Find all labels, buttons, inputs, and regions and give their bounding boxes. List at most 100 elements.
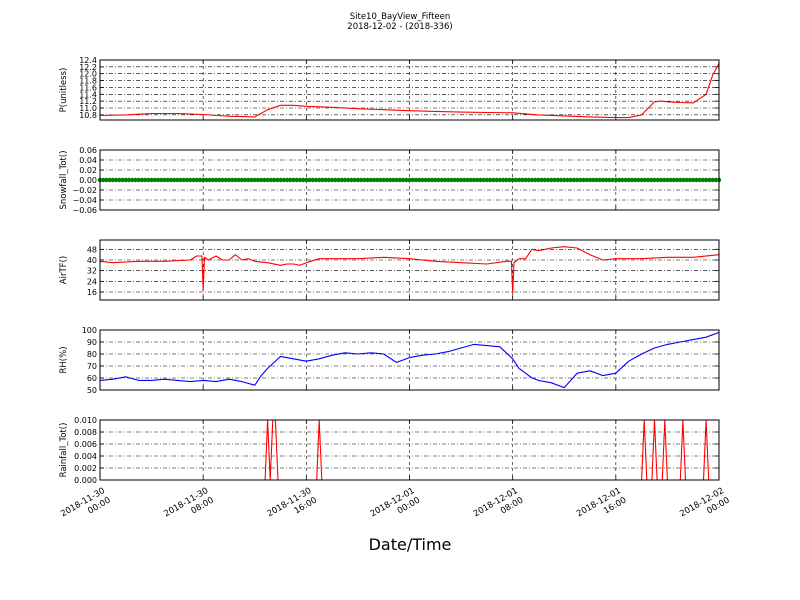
data-point xyxy=(136,177,141,183)
data-point xyxy=(494,177,499,183)
data-point xyxy=(255,177,261,183)
data-point xyxy=(516,177,522,183)
data-point xyxy=(362,177,367,183)
data-point xyxy=(429,177,435,183)
data-point xyxy=(684,177,689,183)
data-point xyxy=(217,177,222,183)
data-point xyxy=(703,177,709,183)
data-point xyxy=(104,177,109,183)
data-point xyxy=(236,177,241,183)
data-point xyxy=(416,177,422,183)
data-point xyxy=(110,177,116,183)
data-point xyxy=(365,177,370,183)
data-point xyxy=(262,177,267,183)
data-point xyxy=(107,177,112,183)
data-point xyxy=(658,177,664,183)
data-point xyxy=(536,177,541,183)
data-point xyxy=(378,177,383,183)
subplot-1: 12.412.212.011.811.611.411.211.010.8 P(un… xyxy=(59,56,720,121)
series-line xyxy=(99,63,720,119)
figure-title-line1: Site10_BayView_Fifteen xyxy=(350,12,451,22)
data-point xyxy=(587,177,593,183)
data-point xyxy=(171,177,177,183)
data-point xyxy=(691,177,696,183)
data-point xyxy=(568,177,573,183)
y-tick-label: 11.6 xyxy=(79,83,97,92)
y-tick-label: 11.4 xyxy=(79,90,97,99)
data-point xyxy=(710,177,715,183)
data-point xyxy=(223,177,228,183)
data-point xyxy=(313,177,319,183)
y-tick-label: 12.4 xyxy=(79,56,97,65)
data-point xyxy=(491,177,496,183)
y-axis-label: P(unitless) xyxy=(59,68,69,113)
y-tick-label: 12.2 xyxy=(79,63,97,72)
data-point xyxy=(375,177,380,183)
data-point xyxy=(458,177,464,183)
y-tick-label: 11.8 xyxy=(79,77,97,86)
data-point xyxy=(239,177,245,183)
data-point xyxy=(381,177,386,183)
data-point xyxy=(358,177,364,183)
data-point xyxy=(629,177,635,183)
data-point xyxy=(220,177,225,183)
data-point xyxy=(101,177,106,183)
data-point xyxy=(294,177,299,183)
data-point xyxy=(165,177,170,183)
data-point xyxy=(652,177,657,183)
y-tick-label: −0.06 xyxy=(72,206,97,215)
y-tick-label: 0.008 xyxy=(74,428,97,437)
subplot-2: 0.060.040.020.00−0.02−0.04−0.06Snowfall_… xyxy=(59,146,722,215)
data-point xyxy=(191,177,196,183)
data-point xyxy=(687,177,693,183)
data-point xyxy=(545,177,551,183)
subplot-4: 100 90 80 70 60 50 RH(%) xyxy=(59,326,720,395)
data-point xyxy=(694,177,699,183)
data-point xyxy=(626,177,631,183)
data-point xyxy=(665,177,670,183)
data-point xyxy=(504,177,509,183)
data-point xyxy=(481,177,486,183)
data-point xyxy=(433,177,438,183)
data-point xyxy=(591,177,596,183)
y-tick-label: 16 xyxy=(87,288,97,297)
data-point xyxy=(607,177,612,183)
data-point xyxy=(558,177,564,183)
data-point xyxy=(707,177,712,183)
data-point xyxy=(320,177,325,183)
data-point xyxy=(552,177,557,183)
data-point xyxy=(342,177,348,183)
data-point xyxy=(284,177,290,183)
y-tick-label: 48 xyxy=(87,245,97,254)
data-point xyxy=(642,177,648,183)
y-tick-label: 0.010 xyxy=(74,416,97,425)
data-point xyxy=(197,177,203,183)
data-point xyxy=(410,177,415,183)
data-point xyxy=(265,177,270,183)
data-point xyxy=(529,177,535,183)
x-axis-label: Date/Time xyxy=(369,535,452,554)
y-tick-label: 90 xyxy=(87,338,97,347)
data-point xyxy=(336,177,341,183)
data-point xyxy=(384,177,390,183)
data-point xyxy=(597,177,602,183)
data-point xyxy=(200,177,206,183)
data-point xyxy=(475,177,480,183)
data-point xyxy=(678,177,683,183)
data-point xyxy=(304,177,309,183)
data-point xyxy=(645,177,651,183)
data-point xyxy=(574,177,580,183)
data-point xyxy=(668,177,673,183)
data-point xyxy=(391,177,396,183)
data-point xyxy=(600,177,606,183)
data-point xyxy=(339,177,344,183)
data-point xyxy=(210,177,216,183)
y-tick-label: 0.006 xyxy=(74,440,97,449)
data-point xyxy=(623,177,628,183)
data-point xyxy=(162,177,167,183)
data-point xyxy=(497,177,502,183)
data-point xyxy=(300,177,306,183)
data-point xyxy=(562,177,567,183)
